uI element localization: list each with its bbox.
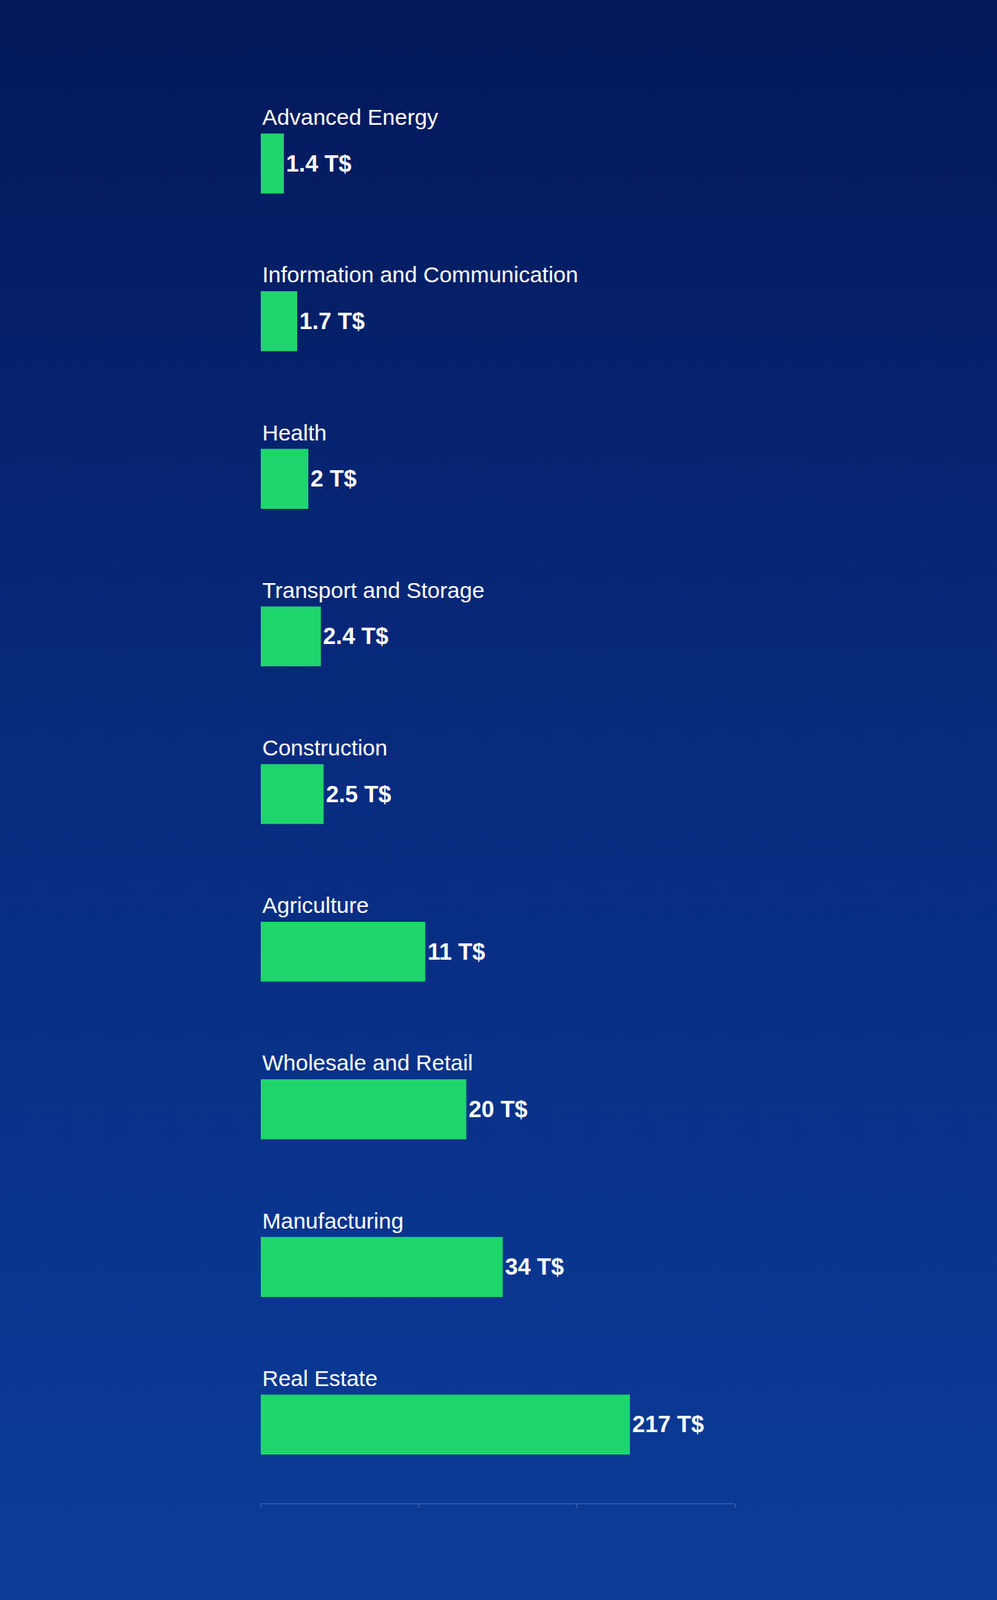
svg-text:Advanced Energy: Advanced Energy bbox=[262, 104, 439, 130]
svg-text:Wholesale and Retail: Wholesale and Retail bbox=[262, 1050, 474, 1076]
svg-text:Manufacturing: Manufacturing bbox=[262, 1208, 404, 1234]
svg-text:Real Estate: Real Estate bbox=[262, 1366, 378, 1391]
svg-text:11 T$: 11 T$ bbox=[427, 939, 486, 966]
svg-text:Agriculture: Agriculture bbox=[262, 892, 369, 918]
svg-text:2 T$: 2 T$ bbox=[310, 465, 357, 492]
svg-text:Health: Health bbox=[262, 420, 327, 446]
svg-text:1.4 T$: 1.4 T$ bbox=[286, 150, 352, 177]
svg-text:Transport and Storage: Transport and Storage bbox=[262, 577, 485, 603]
svg-text:Information and Communication: Information and Communication bbox=[262, 262, 578, 287]
svg-text:20 T$: 20 T$ bbox=[468, 1096, 528, 1123]
svg-text:217 T$: 217 T$ bbox=[632, 1411, 705, 1438]
svg-text:1.7 T$: 1.7 T$ bbox=[299, 308, 365, 335]
svg-text:34 T$: 34 T$ bbox=[505, 1254, 564, 1281]
svg-text:2.5 T$: 2.5 T$ bbox=[326, 781, 392, 808]
svg-text:Construction: Construction bbox=[262, 735, 388, 761]
svg-text:2.4 T$: 2.4 T$ bbox=[323, 623, 389, 650]
